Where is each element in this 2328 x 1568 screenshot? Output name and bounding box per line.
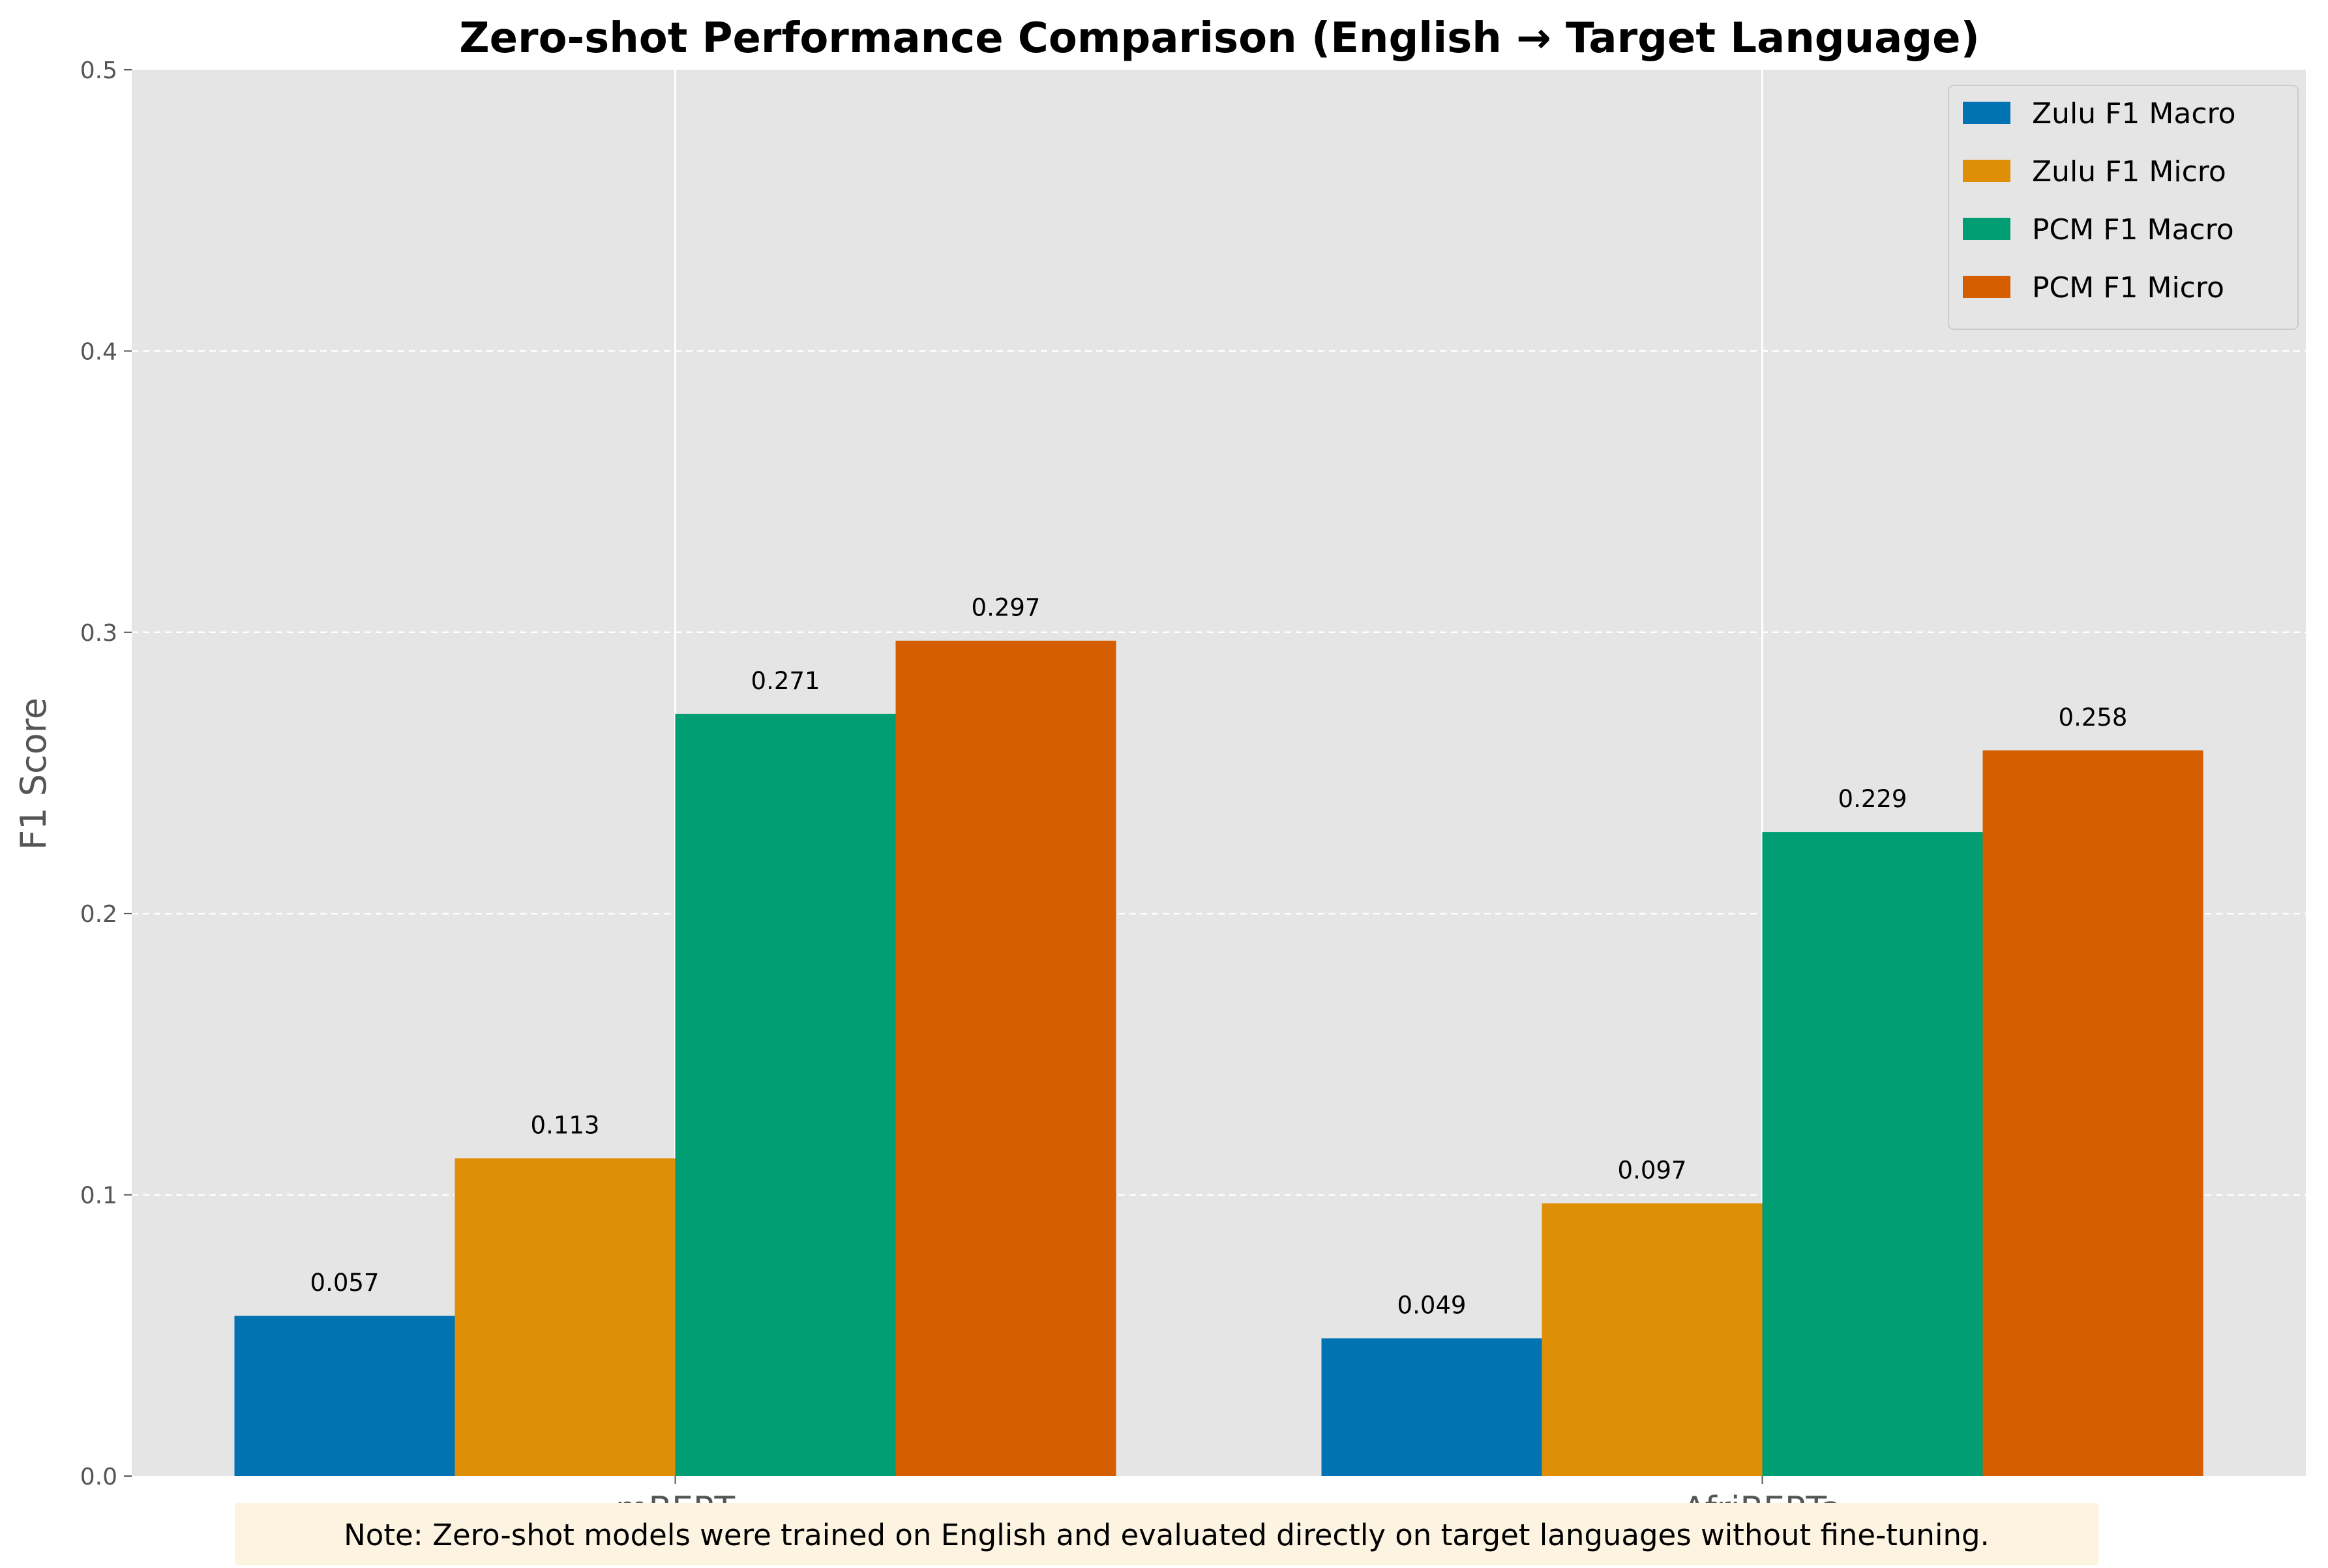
bar bbox=[1982, 750, 2203, 1476]
data-labels: 0.057 0.049 0.113 0.097 0.271 0.229 0.297 0.258 bbox=[310, 594, 2128, 1320]
legend-swatch bbox=[1963, 160, 2010, 182]
y-axis-label: F1 Score bbox=[13, 698, 54, 850]
legend: Zulu F1 Macro Zulu F1 Micro PCM F1 Macro PC… bbox=[1948, 85, 2299, 330]
bar bbox=[234, 1316, 455, 1476]
bar-value-label: 0.271 bbox=[751, 667, 820, 695]
y-tick-label: 0.4 bbox=[80, 338, 117, 365]
legend-frame bbox=[1948, 85, 2299, 330]
y-tick-label: 0.2 bbox=[80, 901, 117, 928]
bar-value-label: 0.113 bbox=[531, 1112, 600, 1140]
bar-value-label: 0.258 bbox=[2059, 703, 2128, 732]
legend-label: Zulu F1 Micro bbox=[2032, 155, 2226, 188]
legend-swatch bbox=[1963, 218, 2010, 240]
legend-label: PCM F1 Micro bbox=[2032, 271, 2224, 304]
bar-value-label: 0.057 bbox=[310, 1269, 380, 1297]
legend-swatch bbox=[1963, 102, 2010, 124]
bar bbox=[675, 713, 896, 1476]
bar-value-label: 0.229 bbox=[1838, 785, 1907, 813]
y-tick-label: 0.0 bbox=[80, 1464, 117, 1490]
y-axis-ticks: 0.0 0.1 0.2 0.3 0.4 0.5 bbox=[80, 57, 132, 1490]
bar-value-label: 0.049 bbox=[1397, 1292, 1467, 1320]
bar-value-label: 0.297 bbox=[972, 594, 1041, 622]
note-background bbox=[235, 1503, 2098, 1565]
y-tick-label: 0.3 bbox=[80, 620, 117, 647]
note-box: Note: Zero-shot models were trained on E… bbox=[235, 1503, 2098, 1565]
note-text: Note: Zero-shot models were trained on E… bbox=[344, 1518, 1990, 1552]
bar bbox=[895, 640, 1116, 1477]
bar bbox=[455, 1158, 676, 1476]
legend-label: Zulu F1 Macro bbox=[2032, 97, 2236, 130]
chart-title: Zero-shot Performance Comparison (Englis… bbox=[459, 14, 1980, 63]
bar bbox=[1321, 1338, 1542, 1476]
y-tick-label: 0.5 bbox=[80, 57, 117, 84]
bars bbox=[234, 640, 2203, 1477]
bar bbox=[1542, 1203, 1763, 1476]
legend-label: PCM F1 Macro bbox=[2032, 213, 2234, 246]
legend-swatch bbox=[1963, 276, 2010, 298]
bar bbox=[1762, 832, 1983, 1476]
bar-value-label: 0.097 bbox=[1618, 1157, 1687, 1185]
y-tick-label: 0.1 bbox=[80, 1183, 117, 1209]
